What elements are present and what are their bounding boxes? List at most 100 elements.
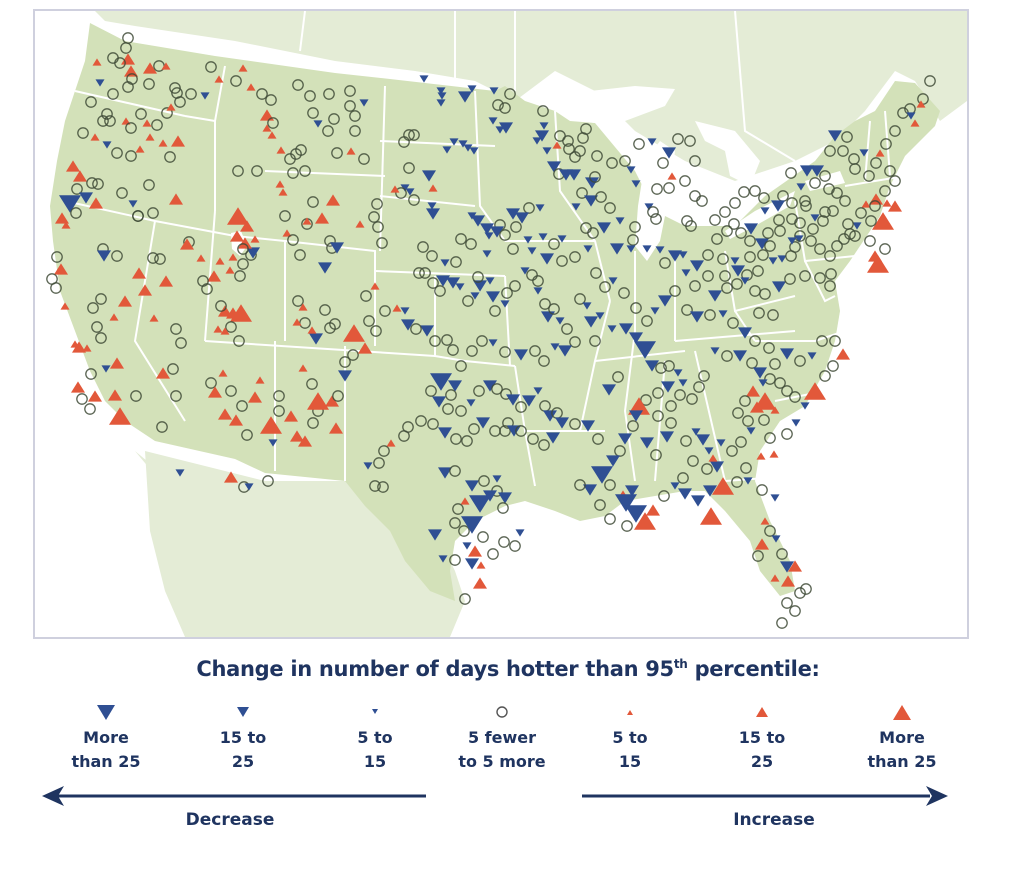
station-marker-no-change bbox=[721, 282, 733, 294]
station-marker-increase bbox=[230, 230, 244, 242]
station-marker-decrease bbox=[461, 516, 483, 534]
station-marker-no-change bbox=[273, 390, 285, 402]
station-marker-decrease bbox=[95, 79, 105, 87]
station-marker-decrease bbox=[696, 434, 710, 446]
station-marker-no-change bbox=[829, 335, 841, 347]
station-map bbox=[35, 11, 967, 637]
station-marker-increase bbox=[882, 199, 892, 207]
station-marker-no-change bbox=[507, 243, 519, 255]
station-marker-decrease bbox=[787, 237, 797, 245]
station-marker-decrease bbox=[658, 295, 672, 307]
station-marker-increase bbox=[143, 62, 157, 74]
station-marker-no-change bbox=[279, 210, 291, 222]
station-marker-no-change bbox=[669, 285, 681, 297]
station-marker-no-change bbox=[529, 345, 541, 357]
station-marker-decrease bbox=[772, 281, 786, 293]
station-marker-no-change bbox=[459, 593, 471, 605]
station-marker-decrease bbox=[670, 482, 680, 490]
station-marker-no-change bbox=[147, 252, 159, 264]
station-marker-no-change bbox=[331, 147, 343, 159]
station-marker-no-change bbox=[323, 88, 335, 100]
station-marker-no-change bbox=[731, 278, 743, 290]
station-marker-no-change bbox=[869, 200, 881, 212]
station-marker-decrease bbox=[859, 149, 869, 157]
station-marker-decrease bbox=[644, 203, 654, 211]
station-marker-decrease bbox=[483, 490, 497, 502]
station-marker-no-change bbox=[104, 115, 116, 127]
open-circle-icon bbox=[496, 706, 508, 718]
station-marker-decrease bbox=[678, 379, 688, 387]
station-marker-no-change bbox=[824, 145, 836, 157]
station-marker-no-change bbox=[839, 195, 851, 207]
station-marker-decrease bbox=[678, 251, 688, 259]
station-marker-no-change bbox=[499, 102, 511, 114]
station-marker-no-change bbox=[817, 215, 829, 227]
station-marker-no-change bbox=[319, 304, 331, 316]
station-marker-no-change bbox=[764, 525, 776, 537]
station-marker-increase bbox=[298, 435, 312, 447]
station-marker-decrease bbox=[571, 203, 581, 211]
station-marker-decrease bbox=[466, 399, 476, 407]
station-marker-no-change bbox=[604, 479, 616, 491]
station-marker-increase bbox=[218, 305, 232, 317]
station-marker-decrease bbox=[309, 333, 323, 345]
station-marker-decrease bbox=[906, 112, 916, 120]
station-marker-no-change bbox=[728, 218, 740, 230]
station-marker-decrease bbox=[313, 120, 323, 128]
station-marker-decrease bbox=[583, 245, 593, 253]
station-marker-increase bbox=[149, 314, 159, 322]
station-marker-no-change bbox=[590, 267, 602, 279]
station-marker-no-change bbox=[425, 385, 437, 397]
station-marker-increase bbox=[240, 220, 254, 232]
station-marker-increase bbox=[343, 324, 365, 342]
station-marker-increase bbox=[225, 266, 235, 274]
station-marker-increase bbox=[754, 392, 776, 410]
station-marker-no-change bbox=[863, 170, 875, 182]
station-marker-increase bbox=[888, 200, 902, 212]
station-marker-no-change bbox=[363, 315, 375, 327]
station-marker-decrease bbox=[485, 277, 495, 285]
legend-label-line2: 25 bbox=[231, 752, 255, 771]
station-marker-decrease bbox=[363, 462, 373, 470]
station-marker-no-change bbox=[135, 108, 147, 120]
station-marker-no-change bbox=[606, 157, 618, 169]
station-marker-no-change bbox=[449, 465, 461, 477]
station-marker-no-change bbox=[696, 195, 708, 207]
station-marker-no-change bbox=[744, 235, 756, 247]
up-triangle-small-icon bbox=[627, 710, 633, 715]
station-marker-increase bbox=[121, 117, 131, 125]
station-marker-increase bbox=[169, 193, 183, 205]
station-marker-no-change bbox=[515, 401, 527, 413]
station-marker-no-change bbox=[786, 197, 798, 209]
station-marker-decrease bbox=[800, 165, 814, 177]
station-marker-no-change bbox=[574, 479, 586, 491]
station-marker-no-change bbox=[799, 270, 811, 282]
station-marker-increase bbox=[180, 238, 194, 250]
station-marker-no-change bbox=[251, 165, 263, 177]
station-marker-no-change bbox=[665, 400, 677, 412]
station-marker-no-change bbox=[477, 531, 489, 543]
station-marker-no-change bbox=[744, 251, 756, 263]
station-marker-increase bbox=[315, 212, 329, 224]
station-marker-increase bbox=[326, 194, 340, 206]
station-marker-no-change bbox=[785, 167, 797, 179]
station-marker-decrease bbox=[796, 183, 806, 191]
station-marker-decrease bbox=[730, 257, 740, 265]
station-marker-decrease bbox=[97, 250, 111, 262]
legend-label-line1: 5 to bbox=[357, 728, 393, 747]
station-marker-decrease bbox=[668, 250, 682, 262]
legend-label-line1: More bbox=[83, 728, 129, 747]
station-marker-decrease bbox=[522, 395, 536, 407]
station-marker-no-change bbox=[864, 235, 876, 247]
station-marker-no-change bbox=[805, 235, 817, 247]
station-marker-no-change bbox=[746, 357, 758, 369]
map-frame bbox=[33, 9, 969, 639]
station-marker-no-change bbox=[749, 185, 761, 197]
station-marker-no-change bbox=[378, 445, 390, 457]
legend-title: Change in number of days hotter than 95t… bbox=[0, 657, 1016, 681]
lake-superior bbox=[555, 86, 675, 123]
station-marker-no-change bbox=[307, 107, 319, 119]
station-marker-no-change bbox=[764, 373, 776, 385]
station-marker-decrease bbox=[128, 200, 138, 208]
station-marker-no-change bbox=[800, 583, 812, 595]
